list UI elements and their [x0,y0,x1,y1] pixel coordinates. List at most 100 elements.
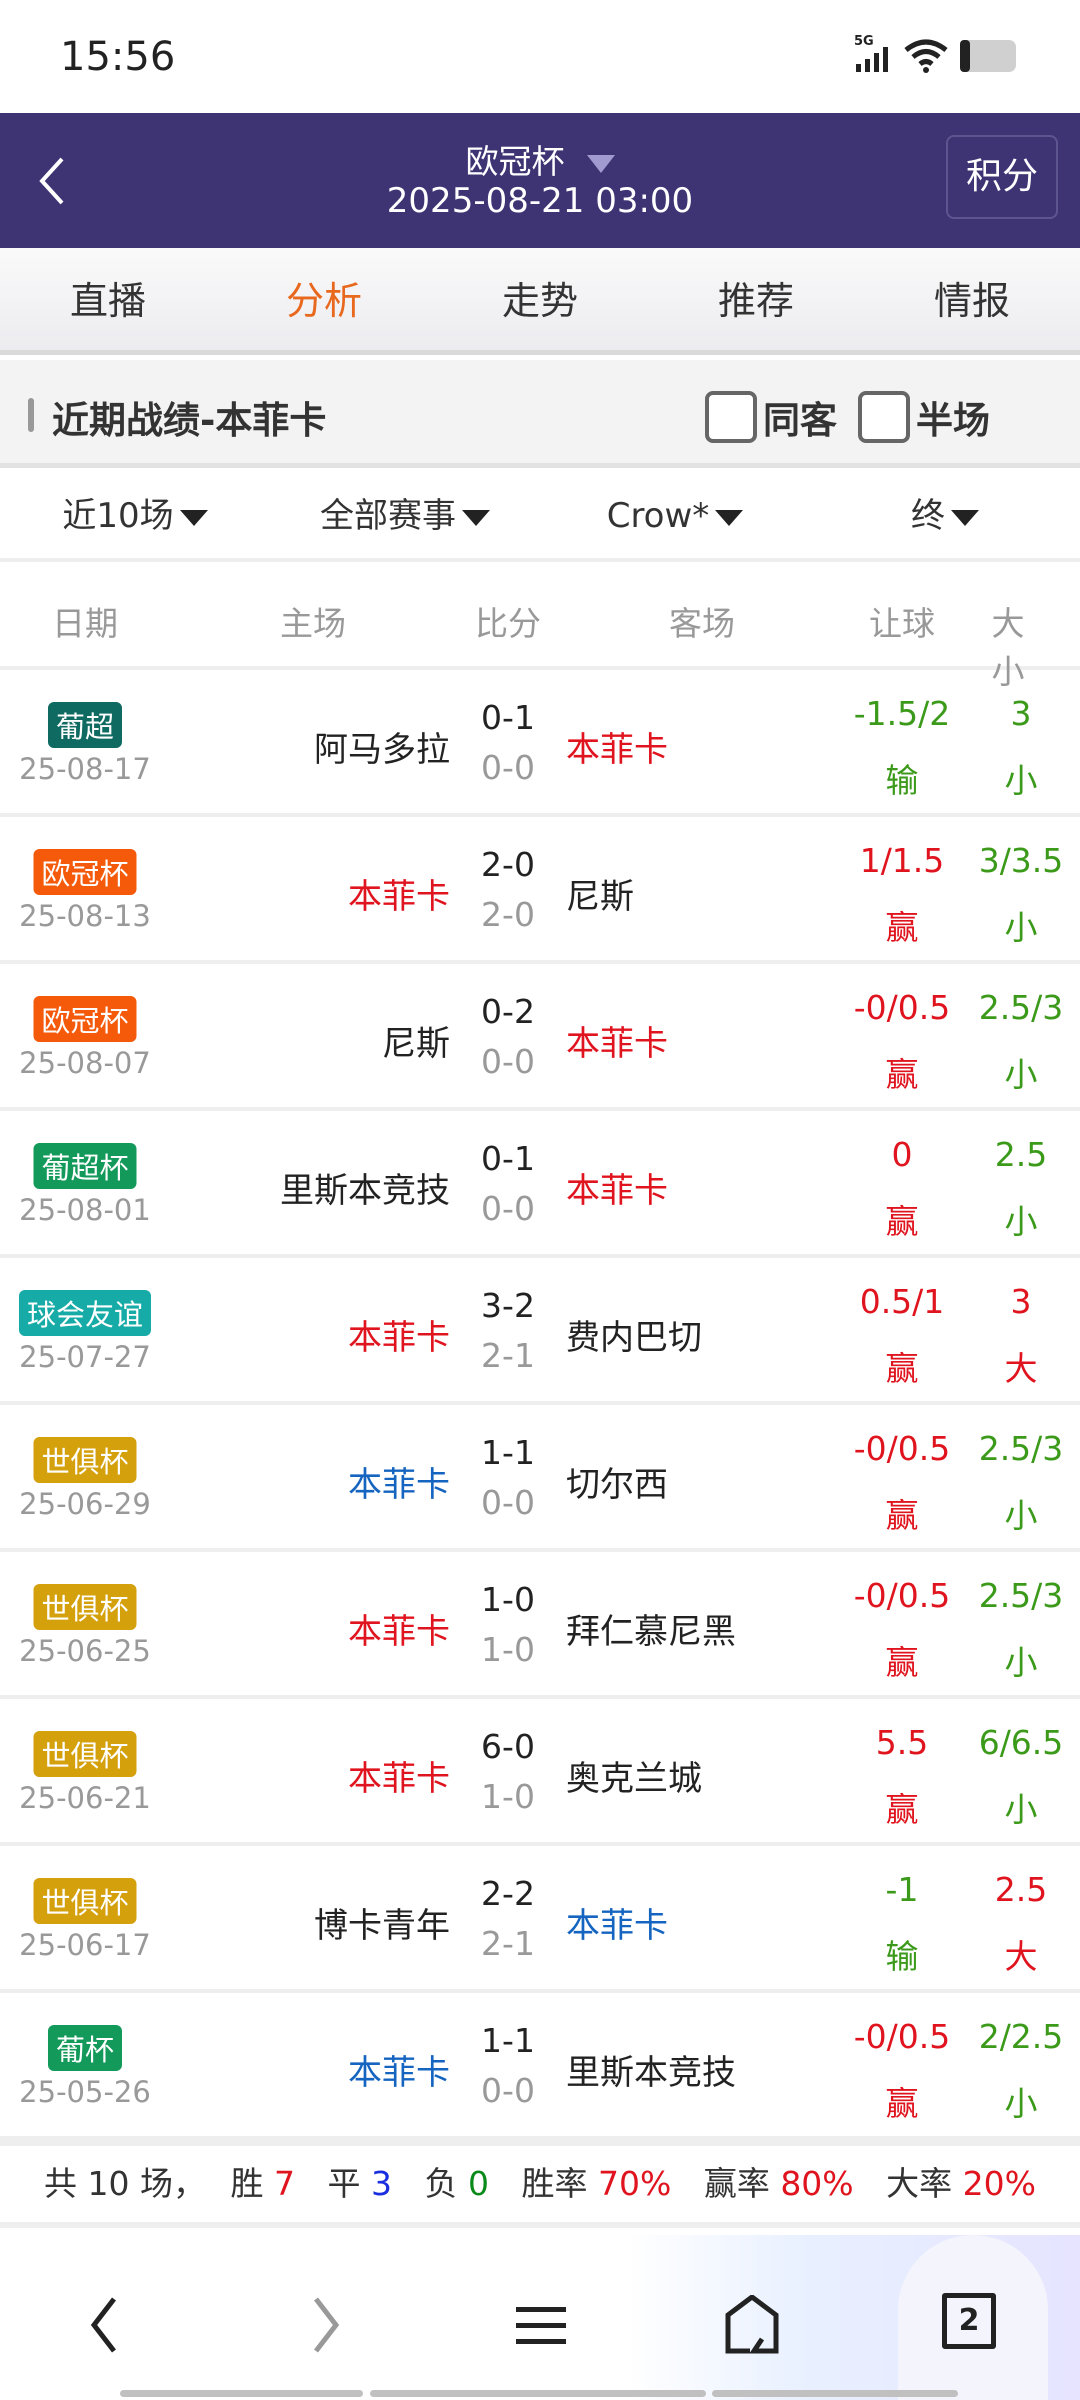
battery-icon [960,40,1016,72]
tab-analysis[interactable]: 分析 [285,279,362,323]
filter-bookmaker[interactable]: Crow* [540,470,810,558]
tab-live[interactable]: 直播 [69,279,146,323]
loss-count: 0 [467,2164,489,2203]
match-row[interactable]: 欧冠杯 25-08-07 尼斯 0-2 0-0 本菲卡 -0/0.5 赢 2.5/3 小 [0,964,1080,1111]
dropdown-triangle-icon [715,509,744,526]
signal-icon: 5G [854,34,894,74]
league-badge: 世俱杯 [33,1878,137,1924]
match-list: 葡超 25-08-17 阿马多拉 0-1 0-0 本菲卡 -1.5/2 输 3 小欧冠杯 25-08… [0,670,1080,2140]
handicap-line: -1 [885,1870,919,1909]
over-under-line: 2.5/3 [978,1576,1064,1615]
tab-switcher-highlight [898,2235,1048,2400]
status-bar: 15:56 5G [0,0,1080,113]
home-team: 本菲卡 [348,1318,450,1358]
handicap-line: 1/1.5 [859,841,945,880]
handicap-result: 赢 [885,1643,919,1682]
half-time-checkbox[interactable]: 半场 [858,390,990,444]
match-date: 25-08-13 [19,899,151,933]
filter-odds-type[interactable]: 终 [810,470,1080,558]
tab-trend[interactable]: 走势 [501,279,578,323]
col-handicap: 让球 [869,604,935,643]
match-row[interactable]: 世俱杯 25-06-21 本菲卡 6-0 1-0 奥克兰城 5.5 赢 6/6.5 小 [0,1699,1080,1846]
draw-label: 平 [327,2164,361,2203]
full-time-score: 1-0 [481,1580,535,1619]
menu-icon[interactable] [514,2295,568,2355]
match-row[interactable]: 欧冠杯 25-08-13 本菲卡 2-0 2-0 尼斯 1/1.5 赢 3/3.5 小 [0,817,1080,964]
match-datetime: 2025-08-21 03:00 [386,181,694,221]
half-time-score: 0-0 [481,1189,535,1228]
filter-match-count[interactable]: 近10场 [0,470,270,558]
standings-button[interactable]: 积分 [946,135,1058,219]
match-row[interactable]: 球会友谊 25-07-27 本菲卡 3-2 2-1 费内巴切 0.5/1 赢 3 大 [0,1258,1080,1405]
home-team: 本菲卡 [348,2053,450,2093]
away-team: 切尔西 [566,1465,668,1505]
away-team: 费内巴切 [566,1318,702,1358]
competition-title: 欧冠杯 [465,142,565,181]
checkbox-label: 同客 [763,399,837,442]
over-under-result: 小 [1004,761,1038,800]
home-team: 本菲卡 [348,1465,450,1505]
match-date: 25-08-01 [19,1193,151,1227]
over-under-line: 6/6.5 [978,1723,1064,1762]
over-under-result: 小 [1004,2084,1038,2123]
match-date: 25-06-21 [19,1781,151,1815]
full-time-score: 6-0 [481,1727,535,1766]
over-under-line: 2.5 [994,1135,1048,1174]
dropdown-caret-icon [586,154,615,173]
handicap-result: 赢 [885,1349,919,1388]
away-team: 本菲卡 [566,1171,668,1211]
match-row[interactable]: 世俱杯 25-06-17 博卡青年 2-2 2-1 本菲卡 -1 输 2.5 大 [0,1846,1080,1993]
filter-label: Crow* [606,496,710,536]
away-team: 里斯本竞技 [566,2053,736,2093]
over-under-result: 小 [1004,1643,1038,1682]
handicap-line: -1.5/2 [853,694,951,733]
loss-label: 负 [424,2164,458,2203]
filter-competition[interactable]: 全部赛事 [270,470,540,558]
back-arrow-icon[interactable] [34,151,74,211]
over-under-line: 3 [1010,1282,1032,1321]
match-date: 25-06-25 [19,1634,151,1668]
full-time-score: 0-1 [481,1139,535,1178]
dropdown-triangle-icon [462,509,490,526]
away-team: 本菲卡 [566,1906,668,1946]
match-row[interactable]: 葡杯 25-05-26 本菲卡 1-1 0-0 里斯本竞技 -0/0.5 赢 2/2.5 小 [0,1993,1080,2140]
browser-forward-icon[interactable] [306,2295,346,2355]
col-home: 主场 [280,604,346,643]
tab-bar: 直播 分析 走势 推荐 情报 [0,248,1080,355]
handicap-result: 赢 [885,1790,919,1829]
match-row[interactable]: 世俱杯 25-06-29 本菲卡 1-1 0-0 切尔西 -0/0.5 赢 2.5/3 小 [0,1405,1080,1552]
same-away-checkbox[interactable]: 同客 [705,390,837,444]
match-date: 25-05-26 [19,2075,151,2109]
league-badge: 葡超 [47,702,123,748]
handicap-result: 赢 [885,908,919,947]
home-icon[interactable] [722,2295,782,2355]
section-marker [28,398,34,432]
half-time-score: 2-1 [481,1924,535,1963]
full-time-score: 0-2 [481,992,535,1031]
checkbox-box[interactable] [858,391,910,443]
match-row[interactable]: 世俱杯 25-06-25 本菲卡 1-0 1-0 拜仁慕尼黑 -0/0.5 赢 2.5/3 小 [0,1552,1080,1699]
full-time-score: 2-2 [481,1874,535,1913]
half-time-score: 1-0 [481,1630,535,1669]
home-team: 博卡青年 [314,1906,450,1946]
competition-selector[interactable]: 欧冠杯 [0,135,1080,183]
match-date: 25-07-27 [19,1340,151,1374]
over-under-result: 大 [1004,1349,1038,1388]
match-row[interactable]: 葡超杯 25-08-01 里斯本竞技 0-1 0-0 本菲卡 0 赢 2.5 小 [0,1111,1080,1258]
away-team: 本菲卡 [566,730,668,770]
handicap-line: 5.5 [875,1723,929,1762]
over-rate-label: 大率 [886,2164,953,2203]
col-over-under: 大小 [991,604,1025,691]
over-under-result: 小 [1004,908,1038,947]
tab-intel[interactable]: 情报 [933,279,1010,323]
match-row[interactable]: 葡超 25-08-17 阿马多拉 0-1 0-0 本菲卡 -1.5/2 输 3 小 [0,670,1080,817]
browser-back-icon[interactable] [84,2295,124,2355]
tab-recommend[interactable]: 推荐 [717,279,794,323]
half-time-score: 0-0 [481,2071,535,2110]
over-under-line: 2.5 [994,1870,1048,1909]
win-rate: 70% [597,2164,672,2203]
tabs-button[interactable]: 2 [942,2293,996,2349]
checkbox-box[interactable] [705,391,757,443]
handicap-line: -0/0.5 [853,988,951,1027]
win-label: 胜 [230,2164,264,2203]
